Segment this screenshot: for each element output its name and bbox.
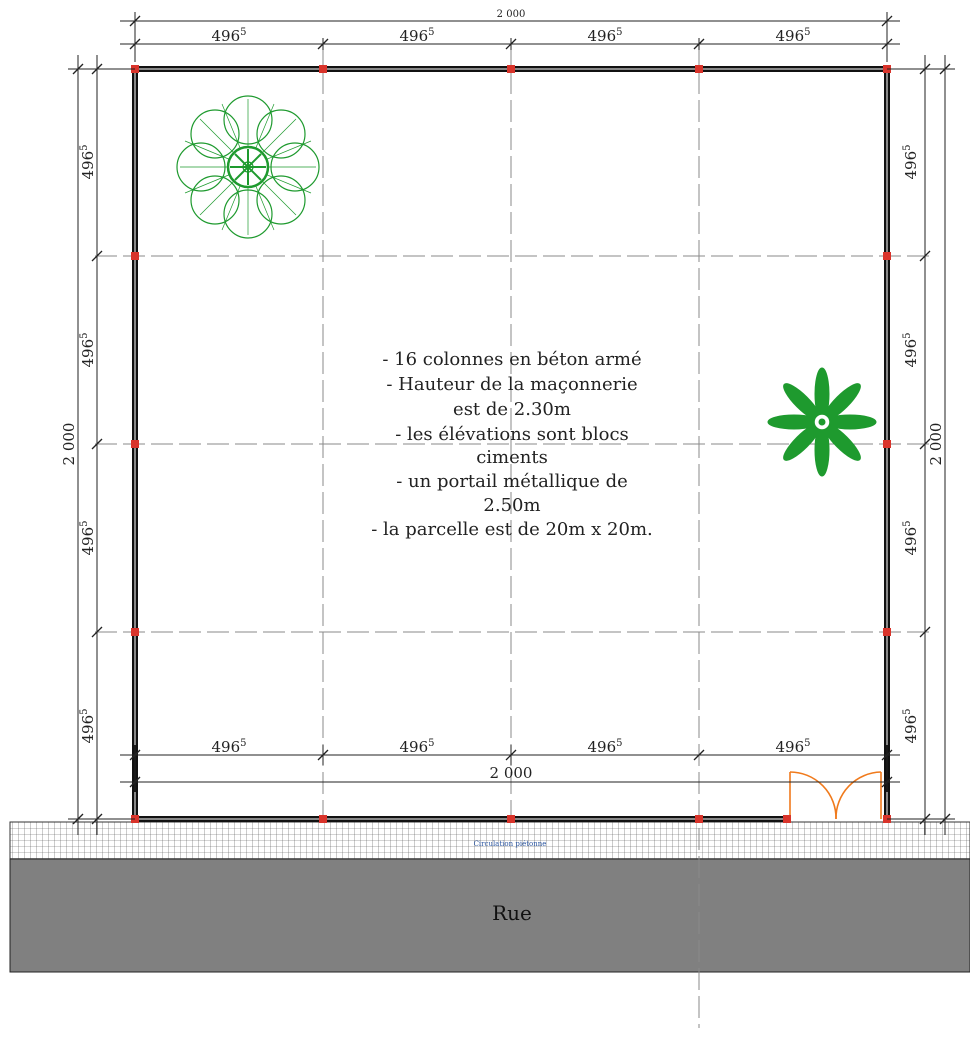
right-bay-dimension: 4965: [902, 520, 920, 555]
note-line: est de 2.30m: [453, 399, 571, 420]
right-bay-dimension: 4965: [902, 332, 920, 367]
right-bay-dimension: 4965: [902, 708, 920, 743]
bottom-total-dimension: 2 000: [490, 764, 533, 782]
left-bay-dimension: 4965: [79, 708, 97, 743]
note-line: ciments: [476, 447, 548, 468]
top-bay-dimension: 4965: [587, 27, 622, 45]
top-total-dimension: 2 000: [497, 9, 526, 20]
large-tree-icon: [176, 95, 320, 239]
note-line: 2.50m: [483, 495, 540, 516]
top-bay-dimension: 4965: [399, 27, 434, 45]
note-line: - les élévations sont blocs: [395, 424, 629, 445]
small-palm-icon: [767, 367, 877, 477]
left-bay-dimension: 4965: [79, 332, 97, 367]
note-line: - la parcelle est de 20m x 20m.: [371, 519, 653, 540]
note-line: - un portail métallique de: [396, 471, 628, 492]
pedestrian-walkway: [9, 821, 970, 860]
bottom-bay-dimension: 4965: [587, 738, 622, 756]
left-total-dimension: 2 000: [60, 423, 78, 466]
top-bay-dimension: 4965: [211, 27, 246, 45]
street-label: Rue: [492, 901, 532, 925]
pedestrian-label: Circulation piétonne: [474, 840, 547, 848]
note-line: - 16 colonnes en béton armé: [382, 349, 641, 370]
dimension-ticks: [72, 15, 951, 825]
bottom-bay-dimension: 4965: [399, 738, 434, 756]
dimension-lines: [68, 12, 955, 835]
note-line: - Hauteur de la maçonnerie: [386, 374, 637, 395]
metal-gate-icon: [789, 771, 882, 820]
left-bay-dimension: 4965: [79, 520, 97, 555]
plan-notes: - 16 colonnes en béton armé - Hauteur de…: [371, 349, 653, 540]
top-bay-dimension: 4965: [775, 27, 810, 45]
right-bay-dimension: 4965: [902, 144, 920, 179]
right-total-dimension: 2 000: [927, 423, 945, 466]
bottom-bay-dimension: 4965: [775, 738, 810, 756]
street: [9, 858, 970, 973]
left-bay-dimension: 4965: [79, 144, 97, 179]
grid-lines: [95, 44, 935, 1028]
bottom-bay-dimension: 4965: [211, 738, 246, 756]
